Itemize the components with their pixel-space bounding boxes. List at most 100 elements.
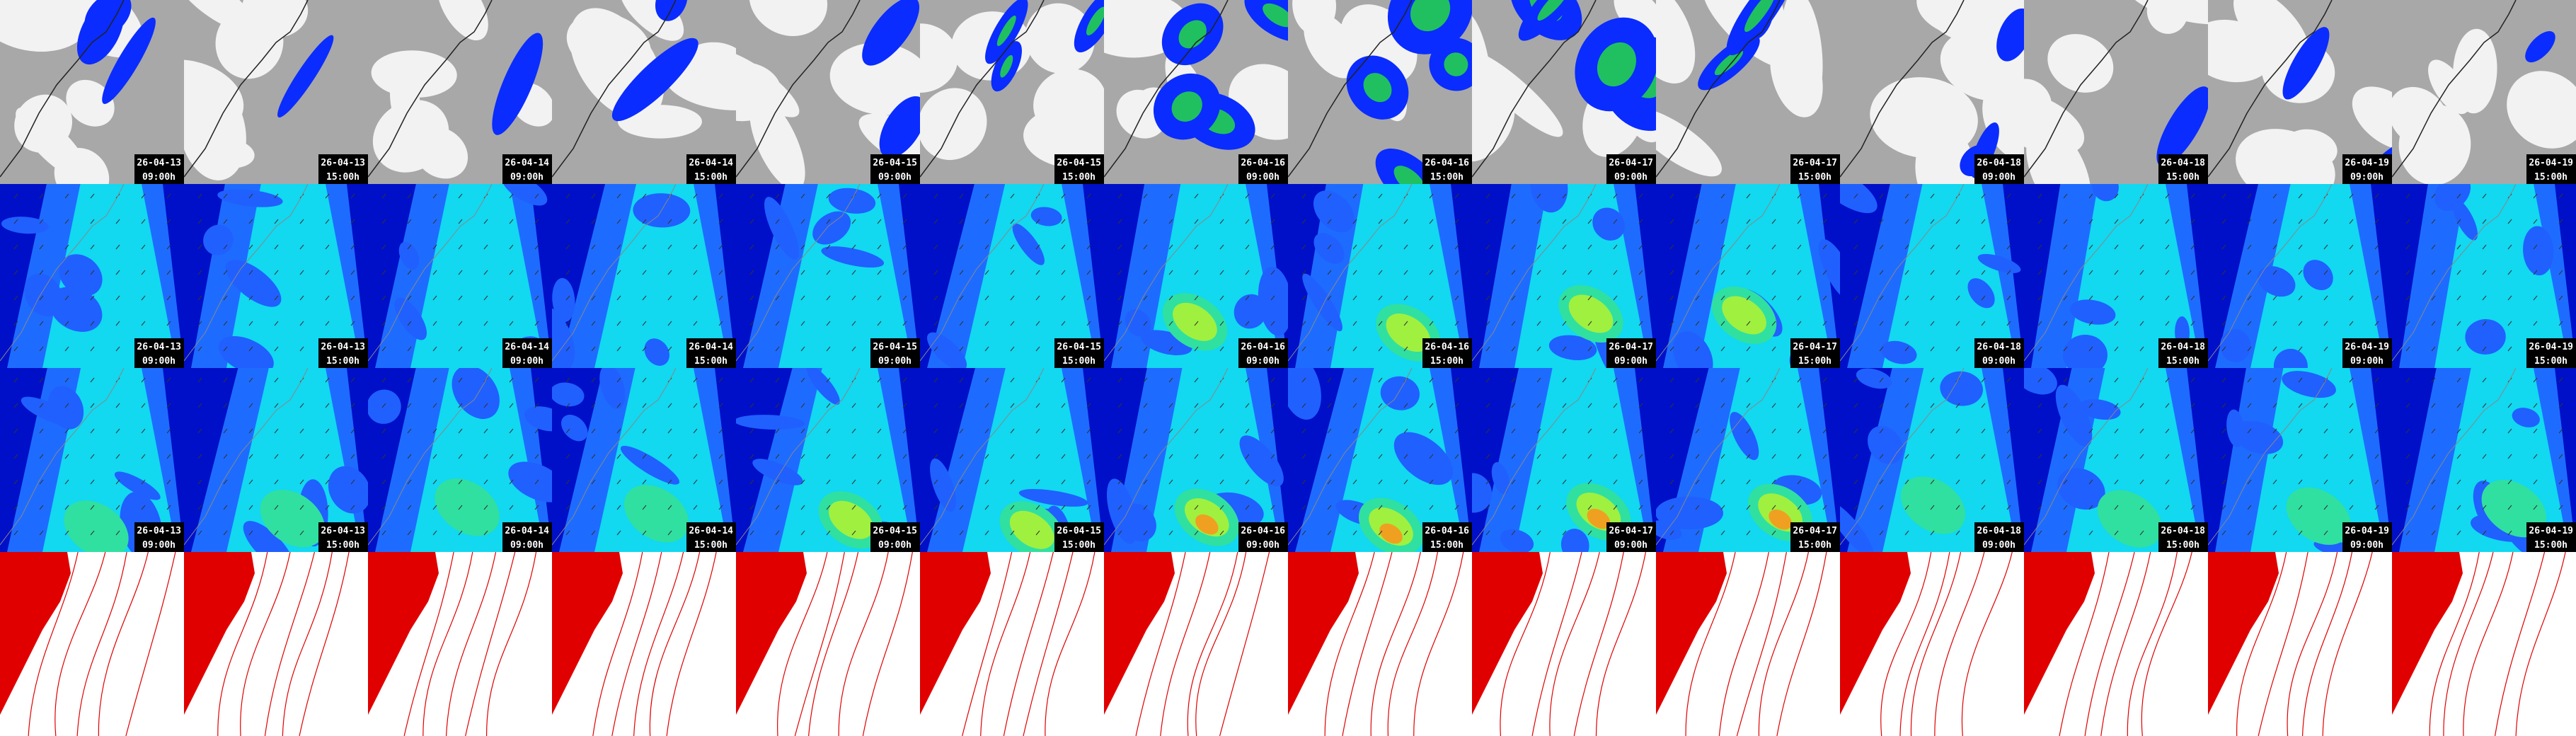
wind-arrow [2558,321,2563,326]
wind-arrow [1378,479,1383,485]
wind-arrow [1245,479,1250,485]
wind-arrow [274,428,279,434]
wind-arrow [1904,244,1909,250]
wind-arrow [1378,530,1383,536]
contour-line [2515,552,2566,736]
blob [2024,91,2085,155]
wind-arrow [197,295,202,301]
wind-arrow [1035,479,1040,485]
wind-arrow [1194,530,1199,536]
map-tile [920,552,1104,736]
wind-arrow [13,479,18,485]
wind-arrow [2247,270,2252,275]
wind-arrow [2558,505,2563,510]
date-label: 26-04-18 [2161,526,2205,536]
field-band [226,184,361,368]
wind-arrow [1035,295,1040,301]
blob [821,246,885,268]
wind-arrow [39,479,44,485]
wind-arrow [1143,479,1148,485]
tile-content [0,184,184,368]
wind-arrow [325,321,330,326]
wind-arrow [851,270,856,275]
wind-arrow [1352,428,1357,434]
wind-arrow [1403,219,1408,224]
wind-arrow [1613,295,1618,301]
wind-arrow [325,505,330,510]
wind-arrow [591,403,596,408]
wind-arrow [1669,244,1674,250]
tile-content [920,0,1104,184]
wind-arrow [2165,295,2170,301]
contour-line [592,552,643,736]
blob [1915,126,1976,184]
wind-arrow [1879,530,1884,536]
blob [184,0,254,32]
wind-arrow [1301,346,1306,352]
blob [452,368,500,419]
wind-arrow [115,244,120,250]
wind-arrow [565,244,570,250]
wind-arrow [64,321,69,326]
contour-line [282,552,333,736]
contour-line [2059,552,2110,736]
wind-arrow [1955,530,1960,536]
wind-arrow [483,244,488,250]
wind-arrow [1771,403,1776,408]
date-label: 26-04-16 [1241,526,1285,536]
coastline [920,368,1045,546]
wind-arrow [115,346,120,352]
wind-arrow [1853,219,1858,224]
wind-arrow [2088,270,2093,275]
time-label: 15:00h [694,540,728,551]
wind-arrow [2374,193,2379,199]
wind-arrow [2349,219,2354,224]
wind-arrow [64,219,69,224]
wind-arrow [2247,505,2252,510]
wind-arrow [2272,530,2277,536]
wind-arrow [2247,454,2252,459]
tile-content [1288,0,1472,184]
time-label: 09:00h [2350,356,2384,367]
wind-arrow [432,295,437,301]
wind-arrow [902,428,907,434]
wind-arrow [718,505,723,510]
wind-arrow [1010,346,1015,352]
blob [1940,371,1983,406]
wind-arrow [2006,479,2011,485]
wind-arrow [2349,244,2354,250]
date-label: 26-04-14 [689,526,733,536]
wind-arrow [1720,479,1725,485]
wind-arrow [2507,219,2512,224]
wind-arrow [2272,244,2277,250]
wind-arrow [959,295,964,301]
wind-arrow [1219,244,1224,250]
wind-arrow [248,244,253,250]
wind-arrow [2507,295,2512,301]
label-box [870,154,920,184]
wind-arrow [1587,479,1592,485]
wind-arrow [1746,479,1751,485]
wind-arrow [1536,321,1541,326]
wind-arrow [2374,295,2379,301]
tile-content [1288,552,1472,736]
wind-arrow [141,193,146,199]
wind-arrow [775,244,780,250]
date-label: 26-04-14 [505,158,549,168]
wind-arrow [1853,321,1858,326]
wind-arrow [1613,454,1618,459]
wind-arrow [2088,530,2093,536]
wind-arrow [1822,244,1827,250]
wind-arrow [1219,530,1224,536]
wind-arrow [851,505,856,510]
wind-arrow [959,403,964,408]
blob [2523,226,2554,276]
wind-arrow [1143,454,1148,459]
blob [2286,487,2351,545]
contour-line [777,552,828,736]
wind-arrow [591,454,596,459]
blob [1500,529,1534,552]
wind-arrow [2298,530,2303,536]
